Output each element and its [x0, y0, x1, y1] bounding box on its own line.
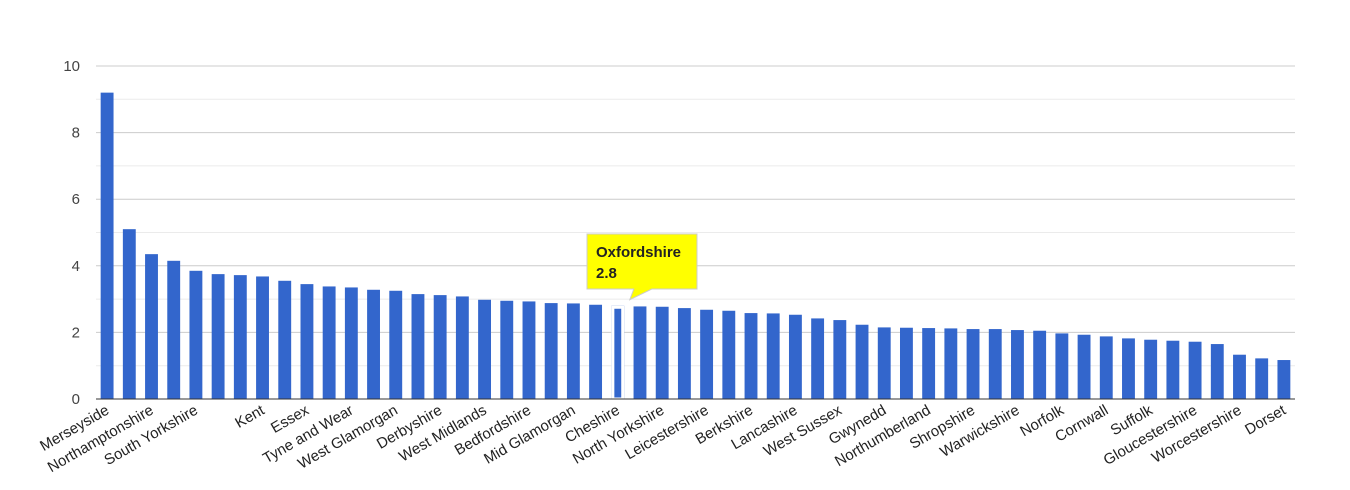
bar — [300, 284, 314, 399]
bar — [566, 303, 580, 399]
bar — [211, 274, 225, 399]
tooltip-label: Oxfordshire — [596, 244, 681, 261]
bar — [811, 318, 825, 399]
bar — [145, 254, 158, 399]
tooltip-value: 2.8 — [596, 265, 617, 282]
bar — [122, 229, 136, 399]
bar — [788, 314, 802, 399]
bar — [1077, 334, 1091, 399]
bar — [367, 289, 380, 399]
tooltip: Oxfordshire 2.8 — [586, 233, 698, 301]
bar — [167, 260, 181, 399]
y-tick-label: 6 — [72, 191, 80, 208]
bar — [389, 290, 403, 399]
bar — [1033, 330, 1047, 399]
bar — [922, 328, 936, 399]
x-tick-label: Dorset — [1242, 401, 1289, 438]
bar — [478, 299, 492, 399]
bar — [966, 329, 980, 399]
bar — [988, 329, 1002, 399]
bar — [1233, 354, 1246, 399]
bar — [944, 328, 958, 399]
bar — [611, 305, 625, 401]
bar — [1099, 336, 1113, 399]
bar — [1166, 340, 1180, 399]
y-tick-label: 0 — [72, 391, 80, 408]
bar — [1188, 341, 1202, 399]
x-tick-label: Kent — [232, 401, 268, 432]
bar — [189, 270, 203, 399]
y-tick-label: 8 — [72, 125, 80, 142]
bar — [411, 294, 425, 399]
bar — [766, 313, 780, 399]
bar — [899, 327, 913, 399]
y-tick-label: 10 — [63, 58, 80, 75]
bar — [233, 275, 247, 399]
bar — [700, 309, 714, 399]
y-tick-label: 4 — [72, 258, 80, 275]
bar — [322, 286, 336, 399]
bar — [1055, 333, 1069, 399]
bar — [1210, 344, 1224, 399]
bar — [1255, 358, 1269, 399]
tooltip-box — [586, 233, 698, 301]
bar — [455, 296, 469, 399]
bar — [433, 295, 447, 399]
bar — [1122, 338, 1135, 399]
bar — [722, 310, 736, 399]
bar — [100, 92, 114, 399]
bar — [633, 306, 647, 399]
bar — [1144, 339, 1158, 399]
bar — [589, 304, 603, 399]
bar — [855, 324, 869, 399]
bar — [500, 300, 514, 399]
bar — [655, 306, 669, 399]
bar — [544, 303, 558, 399]
bar — [1277, 360, 1291, 399]
bar — [256, 276, 269, 399]
bar — [278, 280, 292, 399]
bar — [522, 301, 536, 399]
bar — [344, 287, 358, 399]
bar — [677, 308, 691, 399]
bar — [1011, 330, 1024, 399]
bar — [877, 327, 891, 399]
bar — [833, 320, 847, 399]
y-tick-label: 2 — [72, 324, 80, 341]
bar — [744, 313, 758, 399]
